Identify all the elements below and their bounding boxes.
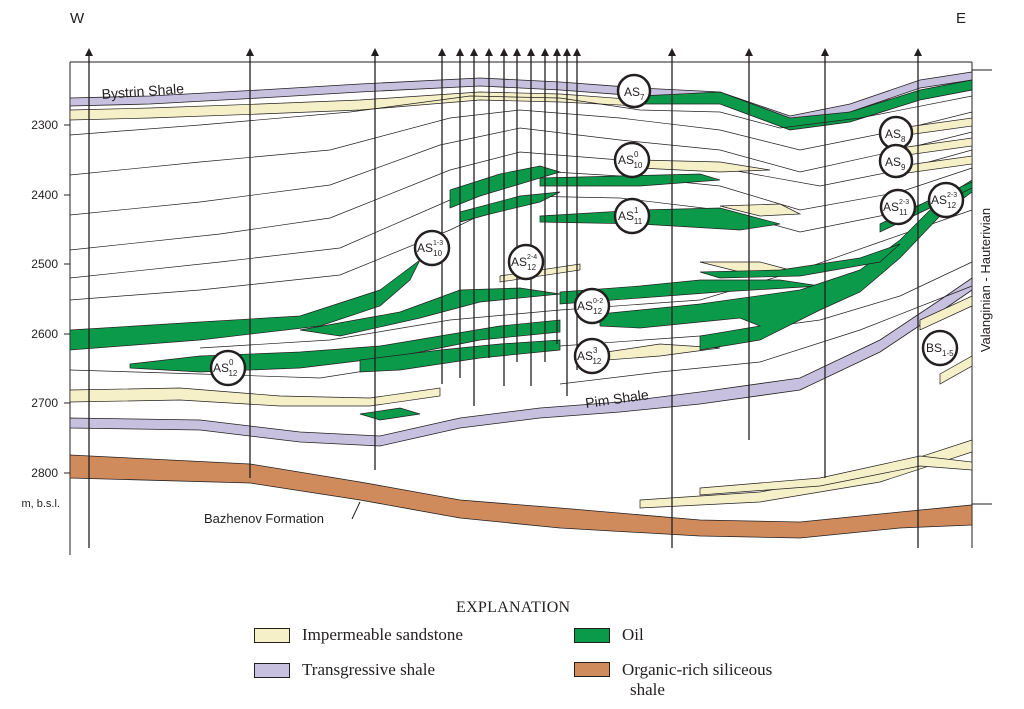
- pim-shale: [69, 277, 973, 447]
- legend-label-shale: Transgressive shale: [302, 660, 435, 679]
- depth-tick-2300: 2300: [31, 118, 58, 132]
- depth-axis: 2300 2400 2500 2600 2700 2800 m, b.s.l.: [21, 118, 60, 510]
- horizon-as7: AS7: [616, 73, 652, 109]
- legend-label-siliceous: Organic-rich siliceous: [622, 660, 773, 679]
- svg-text:AS2-311: AS2-3 11: [883, 199, 909, 217]
- svg-text:AS2-412: AS2-4 12: [511, 254, 537, 272]
- depth-tick-2600: 2600: [31, 327, 58, 341]
- horizon-bs1-5: BS1-5: [921, 329, 959, 367]
- horizon-as12-0-2: AS0-2 12: [573, 287, 611, 325]
- horizon-as12-3: AS3 12: [573, 337, 611, 375]
- legend-item-sandstone: Impermeable sandstone: [254, 625, 463, 645]
- bazhenov-formation-body: [69, 454, 973, 539]
- bazhenov-leader: [351, 501, 361, 520]
- depth-tick-2400: 2400: [31, 188, 58, 202]
- horizon-as12-2-4: AS2-4 12: [507, 243, 545, 281]
- sandstone-lower-right: [639, 439, 973, 509]
- svg-text:AS8: AS8: [885, 127, 906, 144]
- oil-as7: [639, 79, 973, 131]
- sandstone-lower-left: [69, 387, 441, 407]
- depth-tick-2700: 2700: [31, 396, 58, 410]
- wells: [88, 52, 919, 548]
- bazhenov-label: Bazhenov Formation: [204, 511, 324, 526]
- depth-tick-2500: 2500: [31, 257, 58, 271]
- legend-item-siliceous: Organic-rich siliceous shale: [574, 660, 772, 700]
- legend-label-siliceous-line2: shale: [630, 680, 665, 699]
- legend-label-oil: Oil: [622, 625, 644, 644]
- correlation-lines: [69, 95, 973, 385]
- east-label: E: [956, 10, 966, 27]
- legend-title: EXPLANATION: [456, 599, 571, 616]
- bystrin-shale-label: Bystrin Shale: [101, 80, 185, 102]
- stage-label: Valanginian - Hauterivian: [978, 208, 993, 352]
- sandstone-lower-right-2: [699, 455, 973, 496]
- legend-swatch-oil: [574, 627, 610, 643]
- west-label: W: [70, 10, 85, 27]
- horizon-as9: AS9: [878, 143, 914, 179]
- legend-swatch-sandstone: [254, 627, 290, 643]
- well-arrowheads: [85, 48, 922, 56]
- svg-text:AS7: AS7: [624, 85, 645, 102]
- horizon-as12-0: AS0 12: [209, 349, 247, 387]
- horizon-as10-1-3: AS1-3 10: [413, 229, 451, 267]
- svg-text:AS2-312: AS2-3 12: [931, 192, 957, 210]
- svg-text:AS9: AS9: [885, 155, 906, 172]
- legend-label-sandstone: Impermeable sandstone: [302, 625, 463, 644]
- svg-text:AS0-212: AS0-2 12: [577, 298, 603, 316]
- depth-ticks: [64, 124, 70, 474]
- legend-swatch-shale: [254, 662, 290, 678]
- depth-tick-2800: 2800: [31, 466, 58, 480]
- legend-item-shale: Transgressive shale: [254, 660, 435, 680]
- svg-text:BS1-5: BS1-5: [926, 341, 954, 358]
- horizon-as12-2-3: AS2-3 12: [927, 181, 965, 219]
- horizon-as11-2-3: AS2-3 11: [879, 188, 917, 226]
- horizon-as10-0: AS0 10: [613, 141, 651, 179]
- legend-item-oil: Oil: [574, 625, 644, 645]
- legend-swatch-siliceous: [574, 662, 610, 677]
- oil-lens-lower: [359, 407, 421, 421]
- depth-unit: m, b.s.l.: [21, 498, 60, 510]
- horizon-as11-1: AS1 11: [613, 197, 651, 235]
- svg-text:AS1-310: AS1-3 10: [417, 240, 443, 258]
